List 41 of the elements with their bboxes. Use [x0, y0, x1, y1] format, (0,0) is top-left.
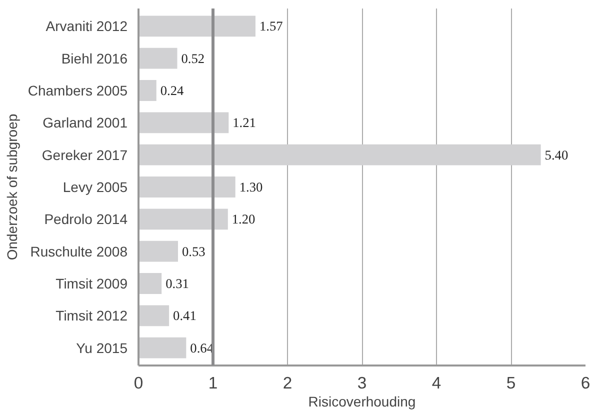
y-tick-label: Ruschulte 2008	[30, 243, 128, 260]
y-tick-label: Levy 2005	[62, 179, 128, 195]
x-tick-label: 1	[208, 374, 218, 392]
data-label: 1.30	[239, 180, 264, 194]
data-label: 0.52	[181, 50, 205, 66]
x-tick-label: 5	[506, 374, 516, 392]
x-tick-label: 2	[282, 374, 292, 392]
y-tick-label: Chambers 2005	[28, 82, 128, 99]
data-label: 1.57	[259, 18, 284, 34]
x-axis-title: Risicoverhouding	[308, 394, 416, 410]
data-label: 0.31	[166, 276, 189, 291]
y-tick-label: Timsit 2009	[56, 275, 128, 292]
data-label: 0.41	[173, 308, 196, 324]
bar	[138, 48, 178, 69]
bar	[138, 208, 228, 230]
bar	[138, 273, 162, 294]
bar	[138, 337, 186, 358]
bar	[138, 80, 156, 101]
data-label: 0.53	[182, 244, 206, 259]
bar	[138, 144, 541, 166]
data-label: 0.24	[160, 83, 184, 98]
x-tick-label: 0	[134, 374, 144, 392]
y-tick-label: Arvaniti 2012	[46, 18, 128, 34]
y-tick-label: Yu 2015	[76, 340, 128, 356]
bar	[138, 305, 170, 326]
y-tick-label: Timsit 2012	[56, 308, 128, 324]
y-tick-label: Pedrolo 2014	[44, 211, 128, 228]
data-label: 1.20	[232, 212, 256, 227]
y-tick-label: Garland 2001	[42, 114, 128, 131]
data-label: 1.21	[232, 115, 256, 130]
x-tick-label: 3	[357, 374, 367, 392]
x-tick-label: 4	[432, 374, 442, 392]
bar	[138, 176, 236, 198]
bar	[138, 240, 178, 262]
data-label: 5.40	[544, 147, 568, 162]
bar	[138, 16, 256, 37]
bar	[138, 112, 229, 134]
y-tick-label: Gereker 2017	[42, 146, 128, 163]
y-axis-title: Onderzoek of subgroep	[4, 114, 20, 260]
x-tick-label: 6	[580, 374, 590, 392]
y-tick-label: Biehl 2016	[61, 50, 128, 66]
